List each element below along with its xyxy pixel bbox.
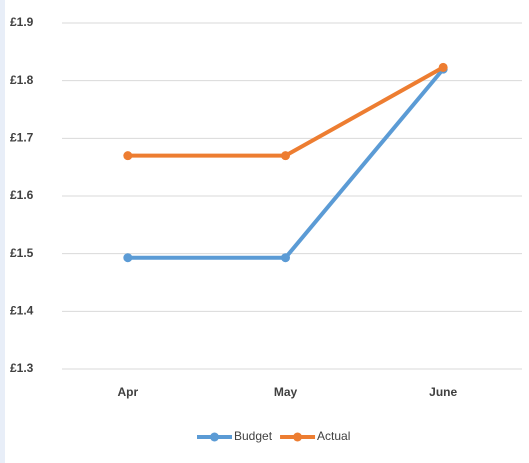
legend-marker [210, 432, 219, 442]
left-strip [0, 0, 5, 463]
y-tick-label: £1.5 [10, 246, 34, 260]
x-tick-label: Apr [117, 385, 138, 399]
x-tick-label: May [274, 385, 298, 399]
series-marker [123, 151, 133, 161]
y-tick-label: £1.8 [10, 73, 34, 87]
series-marker [281, 151, 290, 161]
y-tick-label: £1.7 [10, 131, 34, 145]
legend-text: Actual [317, 429, 350, 443]
series-marker [281, 253, 290, 263]
legend-text: Budget [234, 429, 273, 443]
series-marker [438, 62, 448, 72]
y-tick-label: £1.9 [10, 15, 34, 29]
y-tick-label: £1.6 [10, 188, 34, 202]
x-tick-label: June [429, 385, 457, 399]
series-marker [123, 253, 133, 263]
y-tick-label: £1.3 [10, 361, 34, 375]
y-tick-label: £1.4 [10, 304, 34, 318]
legend-marker [293, 432, 303, 442]
